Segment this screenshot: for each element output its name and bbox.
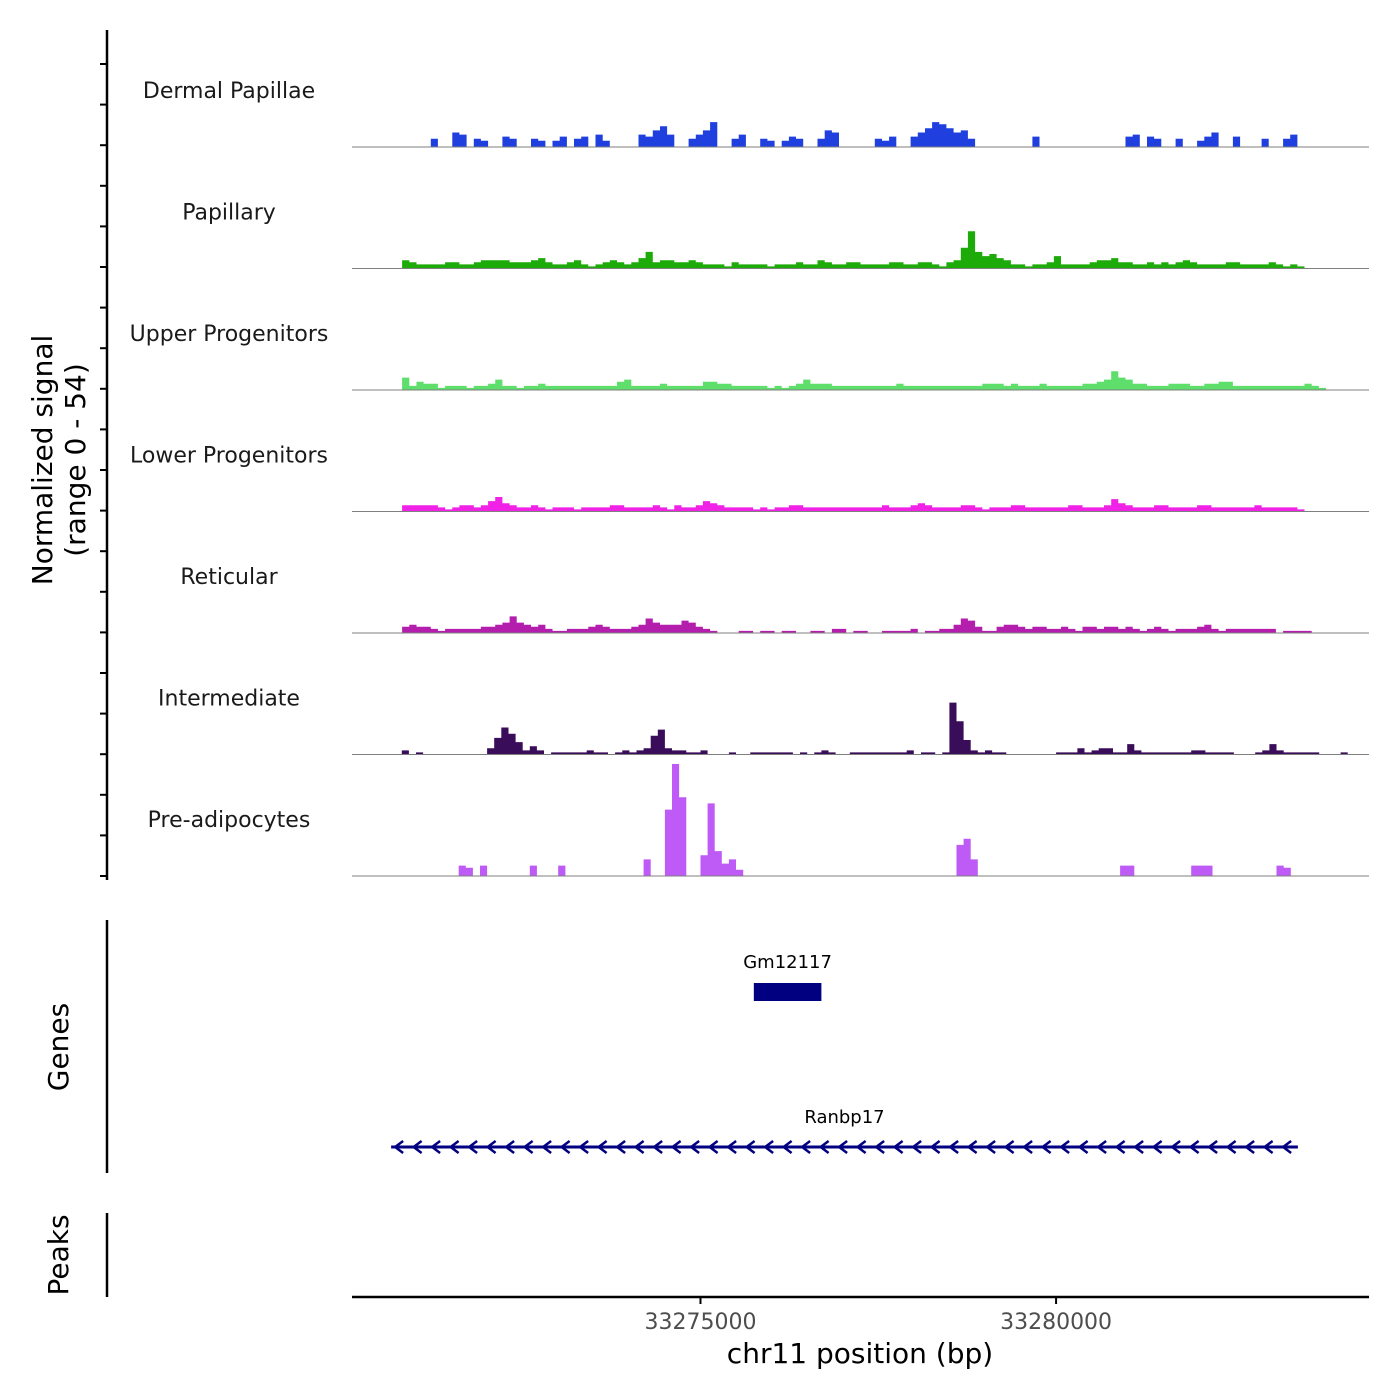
- strand-arrow: [837, 1140, 848, 1154]
- coverage-y-axis-ticks: [100, 63, 107, 877]
- strand-arrow: [1114, 1140, 1126, 1154]
- strand-arrow: [578, 1140, 589, 1154]
- track-label: Intermediate: [158, 687, 300, 712]
- gene-label: Gm12117: [743, 952, 832, 973]
- gene-body: [753, 983, 822, 1001]
- track-dermal-papillae: Dermal Papillae: [143, 79, 1369, 148]
- strand-arrow: [670, 1140, 682, 1154]
- signal-area: [352, 764, 1369, 876]
- strand-arrow: [615, 1140, 626, 1154]
- strand-arrow: [911, 1140, 922, 1154]
- x-axis-ticks: 33275000 33280000: [644, 1297, 1112, 1335]
- strand-arrow: [966, 1140, 978, 1154]
- strand-arrow: [633, 1140, 645, 1154]
- strand-arrow: [1133, 1140, 1144, 1154]
- coverage-y-axis-title: Normalized signal (range 0 - 54): [26, 335, 92, 586]
- strand-arrow: [596, 1140, 608, 1154]
- gene-label: Ranbp17: [804, 1107, 884, 1128]
- strand-arrow: [522, 1140, 534, 1154]
- track-label: Reticular: [180, 565, 278, 590]
- strand-arrow: [1262, 1140, 1274, 1154]
- strand-arrow: [448, 1140, 460, 1154]
- strand-arrow: [1225, 1140, 1237, 1154]
- strand-arrow: [1207, 1140, 1218, 1154]
- strand-arrow: [763, 1140, 774, 1154]
- strand-arrow: [1244, 1140, 1255, 1154]
- strand-arrow: [707, 1140, 719, 1154]
- strand-arrow: [1022, 1140, 1033, 1154]
- strand-arrow: [1096, 1140, 1107, 1154]
- coverage-tracks: Dermal Papillae Papillary Upper Progenitor…: [130, 79, 1369, 877]
- strand-arrow: [1170, 1140, 1181, 1154]
- signal-area: [352, 702, 1369, 755]
- track-label: Lower Progenitors: [130, 444, 328, 469]
- track-label: Pre-adipocytes: [148, 808, 311, 833]
- strand-arrow: [504, 1140, 515, 1154]
- signal-area: [352, 231, 1369, 269]
- strand-arrow: [1077, 1140, 1089, 1154]
- track-reticular: Reticular: [180, 565, 1369, 634]
- strand-arrow: [818, 1140, 830, 1154]
- gene-annotations: Gm12117 Ranbp17: [391, 952, 1298, 1154]
- y-axis-title-line1: Normalized signal: [26, 335, 59, 586]
- signal-area: [352, 371, 1369, 390]
- strand-arrow: [485, 1140, 497, 1154]
- track-label: Upper Progenitors: [130, 322, 329, 347]
- strand-arrow: [1003, 1140, 1015, 1154]
- strand-arrow: [855, 1140, 867, 1154]
- x-axis-title: chr11 position (bp): [727, 1337, 993, 1370]
- track-papillary: Papillary: [182, 201, 1369, 269]
- strand-arrow: [1188, 1140, 1200, 1154]
- strand-arrow: [985, 1140, 996, 1154]
- strand-arrow: [1059, 1140, 1070, 1154]
- strand-arrow: [726, 1140, 737, 1154]
- strand-arrow: [1040, 1140, 1052, 1154]
- strand-arrow: [411, 1140, 423, 1154]
- x-tick-label: 33280000: [1000, 1310, 1112, 1335]
- strand-arrow: [541, 1140, 552, 1154]
- gene-gm12117: Gm12117: [743, 952, 832, 1001]
- y-axis-title-line2: (range 0 - 54): [59, 363, 92, 557]
- strand-arrow: [800, 1140, 811, 1154]
- strand-arrow: [892, 1140, 904, 1154]
- track-lower-progenitors: Lower Progenitors: [130, 444, 1369, 512]
- track-label: Dermal Papillae: [143, 79, 315, 104]
- strand-arrow: [929, 1140, 941, 1154]
- strand-arrow: [874, 1140, 885, 1154]
- peaks-panel-title: Peaks: [42, 1214, 75, 1295]
- track-upper-progenitors: Upper Progenitors: [130, 322, 1369, 391]
- strand-arrow: [430, 1140, 441, 1154]
- strand-arrow: [689, 1140, 700, 1154]
- strand-arrow: [1151, 1140, 1163, 1154]
- strand-arrow: [652, 1140, 663, 1154]
- genes-panel-title: Genes: [42, 1003, 75, 1091]
- signal-area: [352, 122, 1369, 147]
- track-label: Papillary: [182, 201, 276, 226]
- signal-area: [352, 497, 1369, 512]
- strand-arrow: [781, 1140, 793, 1154]
- strand-arrow: [393, 1140, 404, 1154]
- strand-arrow: [1281, 1140, 1292, 1154]
- track-intermediate: Intermediate: [158, 687, 1369, 755]
- strand-arrow: [744, 1140, 756, 1154]
- strand-arrow: [559, 1140, 571, 1154]
- signal-area: [352, 616, 1369, 633]
- x-tick-label: 33275000: [644, 1310, 756, 1335]
- track-pre-adipocytes: Pre-adipocytes: [148, 764, 1369, 877]
- gene-ranbp17: Ranbp17: [391, 1107, 1298, 1154]
- strand-arrow: [948, 1140, 959, 1154]
- strand-arrow: [467, 1140, 478, 1154]
